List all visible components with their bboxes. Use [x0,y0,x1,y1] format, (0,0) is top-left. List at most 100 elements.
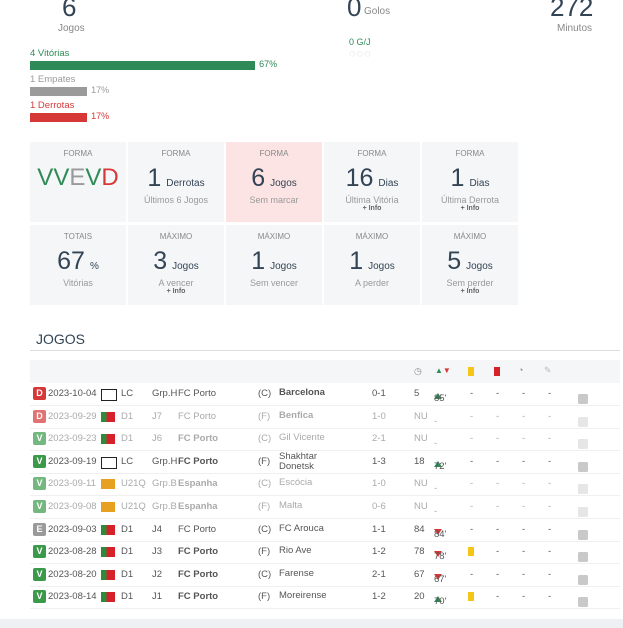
game-row[interactable]: V 2023-09-23 D1 J6 FC Porto (C) Gil Vicente 2-1… [30,428,620,452]
icon[interactable] [578,394,588,404]
unit: Dias [378,178,399,189]
game-row[interactable]: V 2023-08-28 D1 J3 FC Porto (F) Rio Ave 1-2 78 78… [30,541,620,565]
icon[interactable] [578,439,588,450]
card-sub: A perder [354,278,390,288]
result-badge: V [33,500,46,513]
icon[interactable] [578,484,588,495]
result-badge: E [33,522,46,536]
round: Grp.H [152,388,178,399]
card-title: FORMA [63,149,93,158]
icon[interactable] [578,484,588,495]
card-value: 1 Jogos [226,247,322,276]
sub-arrow [434,596,442,603]
icon[interactable] [578,416,588,427]
more-info[interactable]: + Info [166,288,186,295]
date: 2023-08-28 [48,546,97,558]
result-badge: D [33,409,46,423]
game-row[interactable]: V 2023-09-11 U21Q Grp.B Espanha (C) Escócia 1-0… [30,473,620,497]
opponent: Benfica [279,409,314,421]
stat-card: FORMA 6 Jogos Sem marcar [226,142,322,222]
icon[interactable] [578,507,588,517]
team: FC Porto [178,546,219,558]
more-info[interactable]: + Info [460,288,480,295]
icon[interactable] [578,484,588,495]
opponent: FC Arouca [279,522,324,534]
team: FC Porto [178,568,219,580]
icon[interactable] [578,552,588,563]
card-sub: Vitórias [63,278,93,288]
date: 2023-10-04 [48,388,97,399]
stat-dash: - [548,501,552,512]
game-row[interactable]: E 2023-09-03 D1 J4 FC Porto (C) FC Arouca 1-1 84… [30,519,620,542]
value: 6 [251,164,266,192]
icon[interactable] [578,461,588,472]
table-header: ◷ ▲▼ ◔ ✎ [30,360,620,383]
round: Grp.B [152,478,177,490]
icon[interactable] [578,439,588,450]
venue: (F) [258,455,271,467]
more-info[interactable]: + Info [460,205,480,212]
result-badge: V [33,567,46,581]
more-info[interactable]: + Info [362,205,382,212]
game-row[interactable]: V 2023-08-14 D1 J1 FC Porto (F) Moreirense 1-2 2… [30,586,620,610]
round: Grp.H [152,455,178,467]
minutes: NU [414,410,428,422]
card-title: FORMA [259,149,289,158]
icon[interactable] [578,507,588,517]
flag [101,434,115,445]
round: J1 [152,591,163,603]
score: 1-2 [372,591,386,603]
game-row[interactable]: V 2023-09-08 U21Q Grp.B Espanha (F) Malta 0-6 NU… [30,496,620,519]
card-value: 67% [30,247,126,276]
games-title: JOGOS [36,331,86,347]
sub-minute: - [434,438,438,450]
competition: U21Q [121,501,146,512]
card-value: 5 Jogos [422,247,518,276]
venue: (C) [258,478,272,490]
opponent: Escócia [279,477,313,489]
game-row[interactable]: D 2023-10-04 LC Grp.H FC Porto (C) Barcelona 0-… [30,383,620,406]
date: 2023-08-14 [48,591,97,603]
competition: LC [121,455,134,467]
stat-dash: - [470,568,474,580]
score: 2-1 [372,568,386,580]
stat-dash: - [522,388,526,399]
result-pct: 17% [91,111,110,121]
icon[interactable] [578,529,588,540]
game-row[interactable]: V 2023-08-20 D1 J2 FC Porto (C) Farense 2-1 67 67… [30,564,620,587]
icon[interactable] [578,439,588,450]
result-bar [30,61,256,70]
stat-dash: - [470,410,474,422]
card-value: 6 Jogos [226,164,322,193]
value: 1 [147,164,162,192]
opponent: Shakhtar Donetsk [279,450,318,472]
game-row[interactable]: V 2023-09-19 LC Grp.H FC Porto (F) Shakhtar Do… [30,451,620,474]
icon[interactable] [578,507,588,517]
icon[interactable] [578,416,588,427]
icon[interactable] [578,574,588,585]
icon[interactable] [578,597,588,608]
form-letter: E [69,164,86,191]
stat-dash: - [470,501,474,512]
stat-card: MÁXIMO 5 Jogos Sem perder + Info [422,225,518,305]
flag [101,456,117,469]
card-sub: Sem perder [446,278,494,288]
stat-dash: - [548,478,552,490]
minutes: 67 [414,568,425,580]
minutes: 20 [414,591,425,603]
unit: % [89,261,99,272]
card-sub: A vencer [158,278,194,288]
minutes: 18 [414,455,425,467]
stat-dash: - [496,433,500,445]
sub-minute: 72' [434,460,447,472]
unit: Dias [469,178,490,189]
sub-arrow [434,573,442,580]
score: 2-1 [372,433,386,445]
venue: (F) [258,501,271,512]
game-row[interactable]: D 2023-09-29 D1 J7 FC Porto (F) Benfica 1-0 NU - -… [30,406,620,429]
games-label: Jogos [58,23,85,34]
stat-dash: - [548,591,552,603]
sub-arrow [434,393,442,399]
icon[interactable] [578,416,588,427]
